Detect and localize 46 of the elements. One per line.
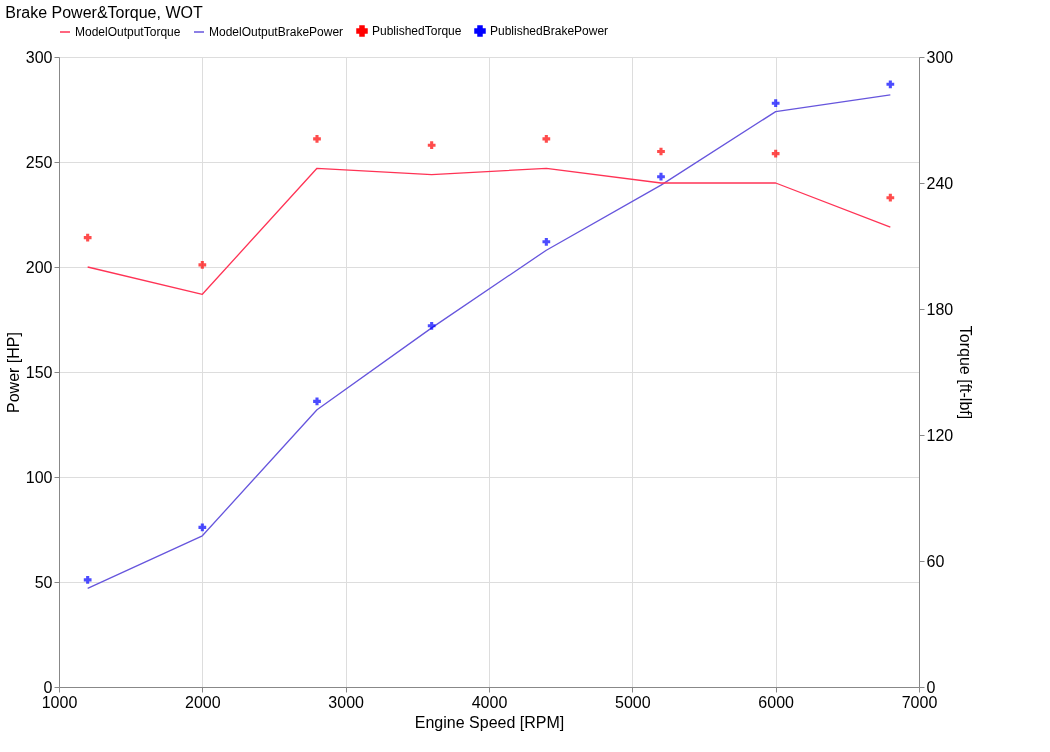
point [313, 135, 321, 143]
point [771, 99, 780, 108]
legend-label: ModelOutputBrakePower [209, 25, 344, 39]
point [83, 576, 92, 584]
point [657, 172, 665, 181]
legend-label: PublishedBrakePower [490, 24, 609, 38]
x-tick-label: 2000 [185, 693, 221, 711]
y2-tick-label: 300 [926, 48, 954, 66]
point [542, 135, 551, 143]
x-tick-label: 3000 [328, 693, 365, 711]
y-tick-label: 300 [25, 48, 53, 66]
y2-tick-label: 0 [926, 678, 936, 696]
point [771, 149, 780, 158]
y2-tick-label: 240 [926, 174, 954, 192]
y-axis-title: Power [HP] [4, 332, 22, 413]
y-tick-label: 250 [25, 153, 53, 171]
point [427, 321, 436, 330]
line-series [87, 167, 891, 295]
y-tick-label: 50 [34, 573, 53, 591]
y2-tick-label: 180 [926, 300, 954, 318]
y2-tick-label: 120 [926, 426, 954, 444]
point [886, 80, 895, 89]
x-tick-label: 5000 [615, 693, 651, 711]
y-tick-label: 200 [25, 258, 53, 276]
legend-label: PublishedTorque [372, 24, 462, 38]
point [427, 141, 436, 150]
point [542, 237, 551, 246]
y2-tick-label: 60 [926, 552, 945, 570]
point [657, 147, 665, 156]
x-axis-title: Engine Speed [RPM] [414, 713, 565, 731]
x-tick-label: 6000 [758, 693, 795, 711]
point [313, 397, 321, 406]
y-tick-label: 150 [25, 363, 53, 381]
y2-axis-title: Torque [ft-lbf] [957, 325, 975, 420]
x-tick-label: 4000 [471, 693, 508, 711]
legend-label: ModelOutputTorque [75, 25, 181, 39]
y-tick-label: 0 [43, 678, 53, 696]
chart-title: Brake Power&Torque, WOT [5, 4, 203, 21]
point [886, 193, 895, 202]
point [198, 523, 207, 532]
point [83, 233, 92, 242]
y-tick-label: 100 [25, 468, 53, 486]
x-tick-label: 1000 [41, 693, 78, 711]
line-series [87, 94, 891, 589]
x-tick-label: 7000 [901, 693, 938, 711]
point [198, 261, 207, 269]
